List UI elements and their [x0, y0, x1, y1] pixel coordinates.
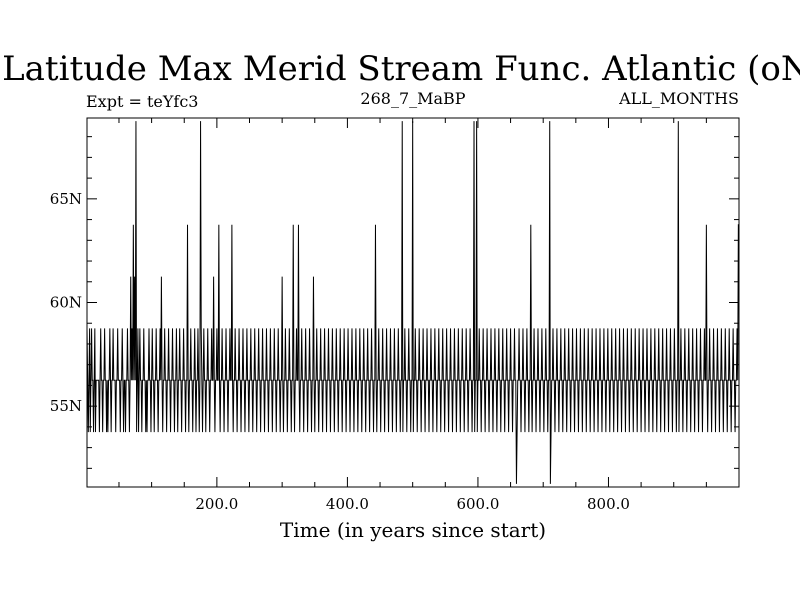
- ticks-layer: 200.0 400.0 600.0 800.0 55N 60N 65N: [50, 118, 739, 513]
- subtitle-right: ALL_MONTHS: [618, 89, 739, 108]
- subtitle-left: Expt = teYfc3: [86, 92, 198, 111]
- x-axis-label: Time (in years since start): [280, 518, 546, 542]
- y-tick-label: 60N: [50, 294, 82, 312]
- x-tick-label: 800.0: [587, 495, 630, 513]
- x-tick-label: 400.0: [326, 495, 369, 513]
- x-tick-label: 200.0: [195, 495, 238, 513]
- chart-title: Latitude Max Merid Stream Func. Atlantic…: [2, 49, 800, 89]
- y-tick-label: 55N: [50, 397, 82, 415]
- y-tick-label: 65N: [50, 190, 82, 208]
- series-line: [86, 121, 739, 484]
- plot-frame: [86, 117, 740, 488]
- subtitle-center: 268_7_MaBP: [360, 89, 465, 108]
- series-layer: [86, 121, 739, 484]
- x-tick-label: 600.0: [456, 495, 499, 513]
